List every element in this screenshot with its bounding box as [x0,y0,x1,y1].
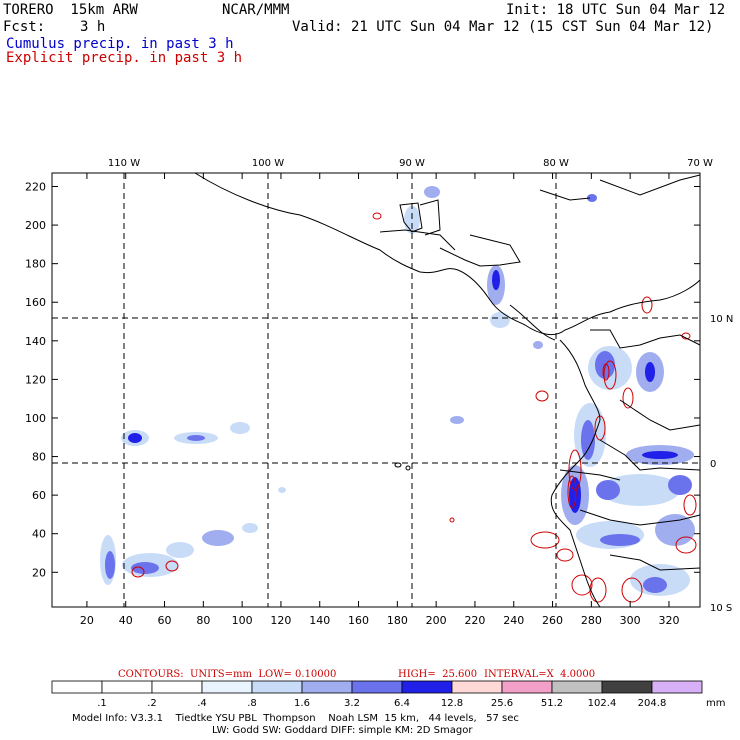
colorbar-swatch [501,680,553,694]
x-tick-label: 300 [620,614,641,627]
x-tick-label: 40 [119,614,133,627]
colorbar-level-label: 25.6 [491,698,513,709]
cumulus-precip-shading [100,186,695,596]
y-tick-label: 160 [25,296,46,309]
x-tick-label: 120 [270,614,291,627]
colorbar-level-label: 51.2 [541,698,563,709]
colorbar-level-label: .2 [147,698,157,709]
cumulus-label: Cumulus precip. in past 3 h [6,36,234,52]
forecast-hours: 3 h [80,19,106,35]
x-tick-label: 320 [658,614,679,627]
lat-label: 10 N [710,314,733,325]
lat-label: 10 S [710,603,732,614]
x-tick-label: 180 [387,614,408,627]
colorbar-swatch [401,680,453,694]
lat-labels: 10 N 0 10 S [710,314,733,614]
y-tick-label: 200 [25,219,46,232]
organization-label: NCAR/MMM [222,2,290,18]
colorbar-level-label: 6.4 [394,698,410,709]
colorbar-swatch [101,680,153,694]
y-tick-label: 140 [25,335,46,348]
y-tick-label: 220 [25,181,46,194]
x-tick-label: 100 [232,614,253,627]
y-tick-label: 80 [32,451,46,464]
y-tick-marks [52,186,700,573]
contour-units: CONTOURS: UNITS=mm LOW= 0.10000 [118,669,337,680]
x-tick-label: 280 [581,614,602,627]
lon-label: 110 W [108,158,140,169]
colorbar-level-label: 102.4 [588,698,617,709]
x-tick-marks [86,173,670,607]
colorbar-swatch [151,680,203,694]
x-tick-label: 140 [309,614,330,627]
y-tick-label: 180 [25,258,46,271]
forecast-label: Fcst: [3,19,46,35]
lon-label: 70 W [687,158,713,169]
colorbar [51,680,703,694]
colorbar-swatch [451,680,503,694]
colorbar-swatch [601,680,653,694]
x-tick-label: 240 [503,614,524,627]
y-tick-label: 120 [25,373,46,386]
colorbar-labels: .1 .2 .4 .8 1.6 3.2 6.4 12.8 25.6 51.2 102.4 204.8 m… [97,698,725,709]
y-tick-labels: 20 40 60 80 100 120 140 160 180 200 220 [25,181,46,580]
colorbar-level-label: .4 [197,698,207,709]
contour-high: HIGH= 25.600 [398,669,478,680]
x-tick-label: 80 [196,614,210,627]
colorbar-swatch [251,680,303,694]
colorbar-swatch [301,680,353,694]
x-tick-label: 160 [348,614,369,627]
colorbar-level-label: 3.2 [344,698,360,709]
contour-interval: INTERVAL=X 4.0000 [484,669,596,680]
init-time: Init: 18 UTC Sun 04 Mar 12 [506,2,726,18]
colorbar-level-label: .1 [97,698,107,709]
lat-label: 0 [710,459,716,470]
y-tick-label: 60 [32,489,46,502]
colorbar-swatch [351,680,403,694]
colorbar-swatch [551,680,603,694]
graticule [52,173,700,607]
model-title: TORERO 15km ARW [3,2,138,18]
explicit-label: Explicit precip. in past 3 h [6,50,243,66]
colorbar-level-label: .8 [247,698,257,709]
colorbar-unit: mm [706,698,725,709]
physics-info: LW: Godd SW: Goddard DIFF: simple KM: 2D… [212,725,473,736]
valid-time: Valid: 21 UTC Sun 04 Mar 12 (15 CST Sun … [292,19,714,35]
x-tick-label: 260 [542,614,563,627]
lon-label: 80 W [543,158,569,169]
colorbar-swatch [201,680,253,694]
y-tick-label: 100 [25,412,46,425]
x-tick-label: 20 [80,614,94,627]
lon-label: 100 W [252,158,284,169]
colorbar-level-label: 12.8 [441,698,463,709]
colorbar-level-label: 1.6 [294,698,310,709]
coastlines [194,172,701,608]
colorbar-swatch [51,680,103,694]
x-tick-label: 220 [464,614,485,627]
x-tick-label: 60 [158,614,172,627]
x-tick-label: 200 [426,614,447,627]
colorbar-level-label: 204.8 [638,698,667,709]
lon-label: 90 W [399,158,425,169]
lon-labels: 110 W 100 W 90 W 80 W 70 W [108,158,713,169]
x-tick-labels: 20 40 60 80 100 120 140 160 180 200 220 240 260 280 30… [80,614,680,627]
colorbar-swatch [651,680,703,694]
y-tick-label: 40 [32,528,46,541]
model-info: Model Info: V3.3.1 Tiedtke YSU PBL Thomp… [72,713,519,724]
y-tick-label: 20 [32,566,46,579]
